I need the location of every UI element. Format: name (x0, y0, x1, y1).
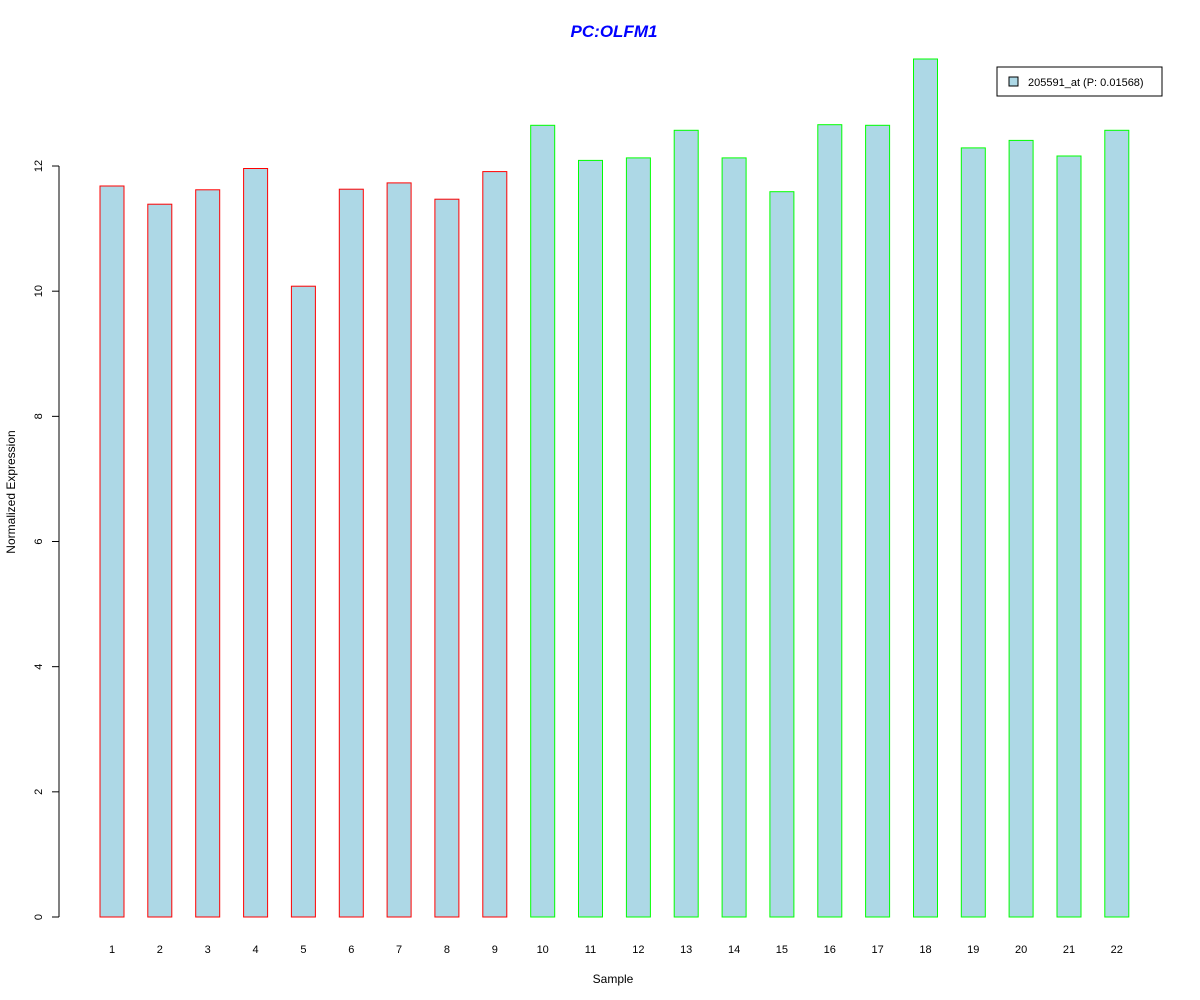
bar-sample-10 (530, 124, 556, 918)
bar-sample-12 (625, 157, 651, 918)
x-axis-label: Sample (593, 972, 634, 986)
x-tick-label: 3 (205, 944, 211, 956)
bar-sample-22 (1104, 129, 1130, 918)
x-tick-label: 18 (919, 944, 931, 956)
bar-sample-15 (769, 191, 795, 918)
x-tick-label: 15 (776, 944, 788, 956)
bar-sample-6 (338, 188, 364, 918)
x-tick-label: 5 (300, 944, 306, 956)
chart-title: PC:OLFM1 (571, 22, 658, 41)
x-tick-label: 2 (157, 944, 163, 956)
bar-sample-16 (817, 124, 843, 918)
x-tick-label: 17 (871, 944, 883, 956)
y-axis-label: Normalized Expression (4, 430, 18, 553)
y-tick-label: 8 (33, 413, 45, 419)
legend-box (996, 66, 1163, 97)
bar-sample-7 (386, 182, 412, 918)
y-tick-label: 4 (33, 664, 45, 670)
x-tick-labels: 1 2 3 4 5 6 7 8 9 10 11 12 13 14 15 16 17 18 19 20 21 22 (109, 944, 1123, 956)
bar-sample-4 (243, 168, 269, 918)
x-tick-label: 10 (537, 944, 549, 956)
bar-sample-13 (673, 129, 699, 918)
x-tick-label: 19 (967, 944, 979, 956)
bar-sample-3 (195, 189, 221, 918)
bar-sample-2 (147, 203, 173, 918)
legend: 205591_at (P: 0.01568) (996, 66, 1163, 97)
y-tick-label: 10 (33, 285, 45, 297)
x-tick-label: 1 (109, 944, 115, 956)
bar-sample-11 (578, 159, 603, 918)
y-tick-label: 6 (33, 538, 45, 544)
bar-sample-14 (721, 157, 747, 918)
legend-swatch (1008, 76, 1019, 87)
x-tick-label: 11 (585, 944, 596, 956)
x-tick-label: 7 (396, 944, 402, 956)
bar-sample-21 (1056, 155, 1082, 918)
y-tick-label: 2 (33, 789, 45, 795)
bar-sample-20 (1008, 139, 1034, 918)
x-tick-label: 14 (728, 944, 740, 956)
bar-sample-8 (434, 198, 460, 918)
x-tick-label: 22 (1111, 944, 1123, 956)
x-tick-label: 8 (444, 944, 450, 956)
y-axis: 0 2 4 6 8 10 12 (33, 160, 60, 920)
x-tick-label: 9 (492, 944, 498, 956)
bars (99, 58, 1130, 918)
bar-sample-19 (960, 147, 986, 918)
y-tick-label: 12 (33, 160, 45, 172)
x-tick-label: 4 (253, 944, 259, 956)
x-tick-label: 6 (348, 944, 354, 956)
x-tick-label: 13 (680, 944, 692, 956)
x-tick-label: 16 (824, 944, 836, 956)
x-tick-label: 20 (1015, 944, 1027, 956)
x-tick-label: 12 (632, 944, 644, 956)
bar-sample-5 (290, 285, 316, 918)
bar-sample-17 (865, 124, 891, 918)
bar-sample-9 (482, 171, 508, 918)
bar-sample-18 (913, 58, 938, 918)
x-tick-label: 21 (1063, 944, 1075, 956)
bar-sample-1 (99, 185, 125, 918)
legend-label: 205591_at (P: 0.01568) (1028, 77, 1144, 89)
y-tick-label: 0 (33, 914, 45, 920)
